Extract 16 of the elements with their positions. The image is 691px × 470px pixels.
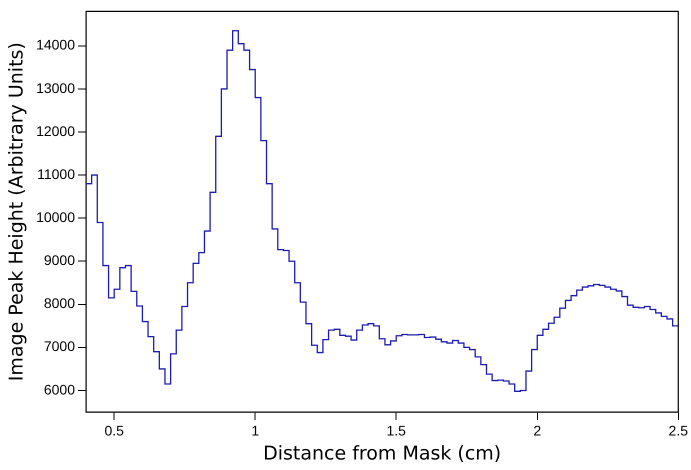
y-tick-label: 11000	[37, 166, 76, 182]
x-tick-label: 0.5	[104, 422, 124, 438]
x-axis-title: Distance from Mask (cm)	[263, 442, 502, 465]
y-tick-label: 8000	[44, 295, 76, 312]
y-tick-label: 14000	[36, 36, 76, 53]
x-tick-label: 1.5	[386, 422, 406, 438]
x-tick-label: 1	[251, 422, 260, 438]
y-tick-label: 13000	[36, 80, 76, 96]
y-tick-label: 10000	[36, 209, 76, 226]
y-tick-label: 12000	[36, 122, 76, 139]
x-tick-label: 2.5	[668, 422, 688, 438]
x-tick-label: 2	[533, 422, 542, 438]
y-axis-title: Image Peak Height (Arbitrary Units)	[5, 42, 28, 382]
y-tick-label: 6000	[44, 381, 76, 398]
y-tick-label: 7000	[44, 338, 76, 354]
y-tick-label: 9000	[44, 252, 76, 268]
